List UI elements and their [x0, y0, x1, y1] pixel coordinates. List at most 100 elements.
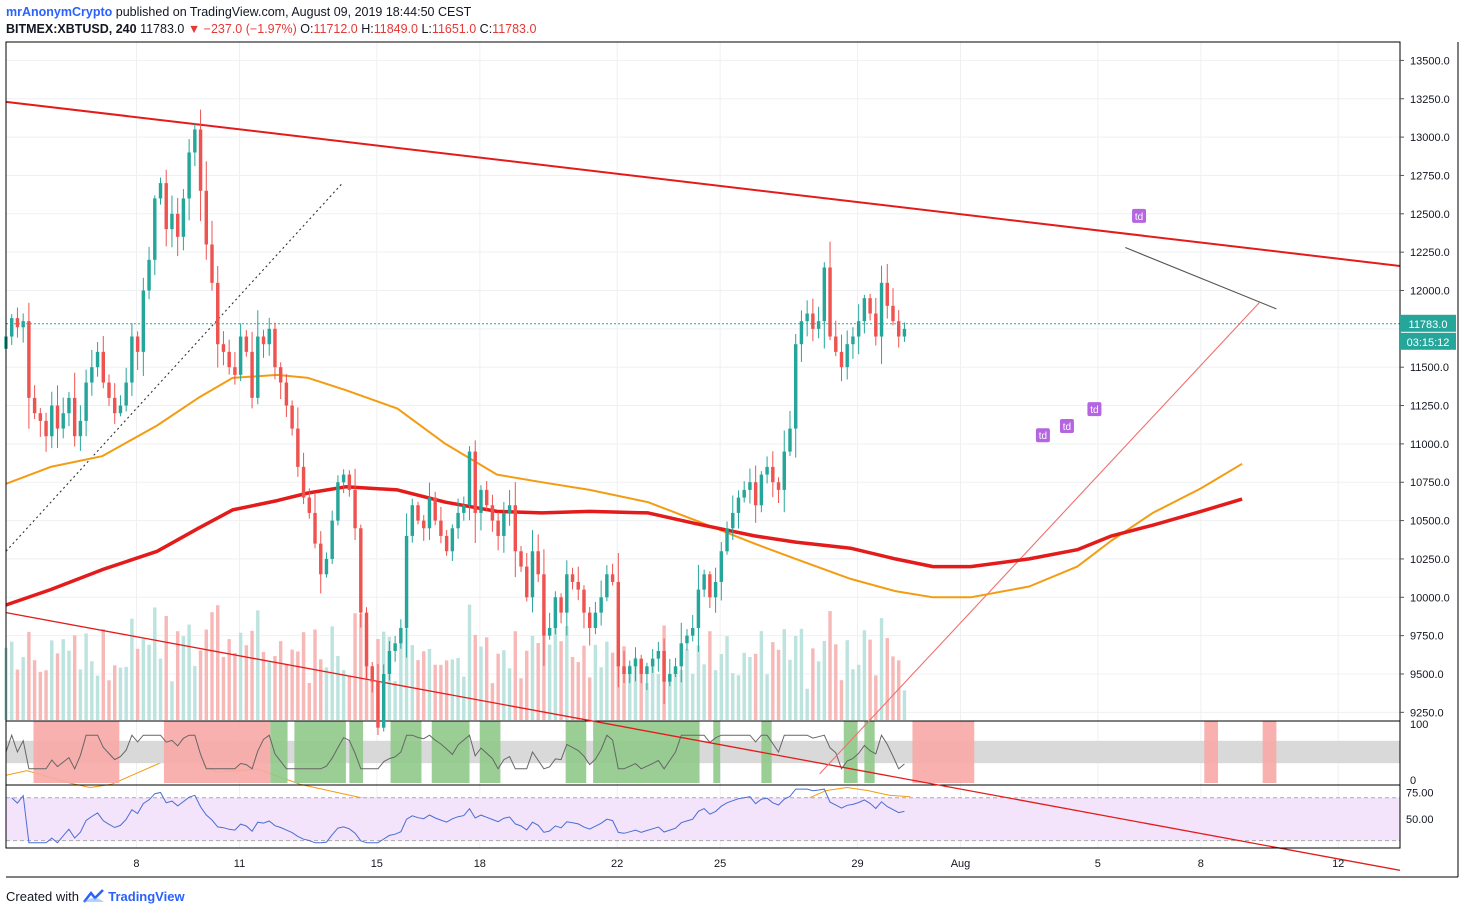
candle-body	[708, 574, 712, 598]
volume-bar	[668, 673, 672, 720]
candle-body	[153, 198, 157, 260]
time-tick-label: 25	[714, 858, 726, 870]
volume-bar	[525, 650, 529, 720]
trendline	[5, 100, 1401, 267]
volume-bar	[713, 670, 718, 720]
volume-bar	[50, 640, 54, 720]
oscillator-axis-label: 100	[1410, 719, 1428, 731]
oscillator-red-zone	[1204, 721, 1219, 783]
candle-body	[387, 650, 392, 674]
volume-bar	[38, 671, 43, 720]
volume-bar	[570, 656, 575, 720]
volume-bar	[233, 652, 237, 720]
countdown-label: 03:15:12	[1407, 337, 1450, 349]
volume-bar	[101, 629, 105, 720]
price-tick-label: 10250.0	[1410, 554, 1450, 566]
volume-bar	[130, 618, 134, 720]
candle-body	[622, 666, 626, 674]
candle-body	[748, 482, 752, 490]
candle-body	[347, 474, 352, 490]
volume-bar	[788, 659, 792, 720]
candle-body	[679, 643, 683, 667]
price-axis[interactable]: 11783.0 03:15:12 9250.0 9500.0 9750.0 10000.0…	[1400, 55, 1456, 826]
candle-body	[107, 382, 111, 398]
volume-bar	[147, 644, 151, 720]
candle-body	[490, 505, 495, 521]
candle-body	[805, 313, 809, 322]
volume-bar	[582, 645, 586, 720]
tradingview-logo-icon[interactable]	[82, 889, 105, 906]
volume-bar	[656, 673, 661, 720]
candle-body	[256, 336, 260, 398]
candle-body	[210, 244, 214, 283]
volume-bar	[519, 678, 523, 720]
candle-body	[158, 183, 163, 199]
volume-bar	[141, 638, 146, 720]
time-tick-label: 5	[1095, 858, 1101, 870]
candle-body	[845, 344, 849, 368]
time-tick-label: Aug	[951, 858, 971, 870]
candle-body	[175, 213, 180, 237]
candle-body	[719, 551, 724, 582]
candle-body	[359, 528, 363, 613]
oscillator-line	[5, 733, 905, 770]
moving-averages	[5, 373, 1243, 607]
candle-body	[685, 635, 689, 644]
candle-body	[519, 551, 523, 567]
volume-bar	[885, 638, 889, 720]
volume-bar	[874, 675, 878, 720]
volume-bar	[565, 626, 569, 720]
candle-body	[513, 505, 518, 552]
candle-body	[341, 474, 346, 483]
candle-body	[616, 581, 621, 667]
volume-bar	[639, 662, 643, 720]
volume-bar	[731, 673, 735, 720]
volume-bar	[725, 636, 729, 720]
trendline	[5, 182, 343, 552]
candle-body	[633, 658, 638, 667]
td-markers: td td td td	[1035, 208, 1147, 443]
volume-bar	[353, 613, 357, 720]
candle-body	[170, 213, 174, 230]
candle-body	[668, 673, 672, 682]
tradingview-logo-text[interactable]: TradingView	[108, 889, 185, 904]
volume-bar	[27, 631, 31, 720]
volume-bar	[10, 641, 14, 720]
time-tick-label: 29	[851, 858, 863, 870]
oscillator-green-zone	[294, 721, 346, 783]
candle-body	[605, 574, 609, 598]
volume-bar	[547, 644, 552, 720]
candle-body	[582, 589, 586, 613]
ema-fast-line	[5, 373, 1243, 599]
time-tick-label: 12	[1332, 858, 1344, 870]
candle-body	[559, 597, 563, 613]
author-name[interactable]: mrAnonymCrypto	[6, 5, 113, 19]
candle-body	[78, 420, 83, 437]
candle-body	[364, 612, 369, 667]
candle-body	[204, 190, 209, 245]
candle-body	[410, 505, 415, 536]
volume-bar	[456, 657, 460, 720]
volume-bar	[891, 656, 895, 720]
candle-body	[868, 298, 872, 314]
candle-body	[181, 198, 186, 237]
oscillator-green-zone	[761, 721, 772, 783]
candle-body	[673, 666, 678, 674]
volume-bar	[793, 635, 798, 720]
volume-bar	[21, 657, 25, 720]
candle-body	[221, 344, 226, 352]
volume-bar	[341, 670, 346, 720]
candle-body	[296, 428, 300, 467]
time-axis[interactable]: 8 11 15 18 22 25 29 Aug 5 8 12	[133, 858, 1344, 870]
candle-body	[67, 397, 71, 414]
volume-bar	[290, 649, 294, 720]
candle-body	[113, 397, 117, 414]
candle-body	[690, 627, 695, 636]
volume-bar	[267, 660, 271, 720]
volume-bar	[238, 632, 243, 720]
candle-body	[713, 581, 718, 598]
volume-bar	[799, 628, 804, 720]
volume-bar	[902, 690, 907, 720]
price-tick-label: 13500.0	[1410, 55, 1450, 67]
